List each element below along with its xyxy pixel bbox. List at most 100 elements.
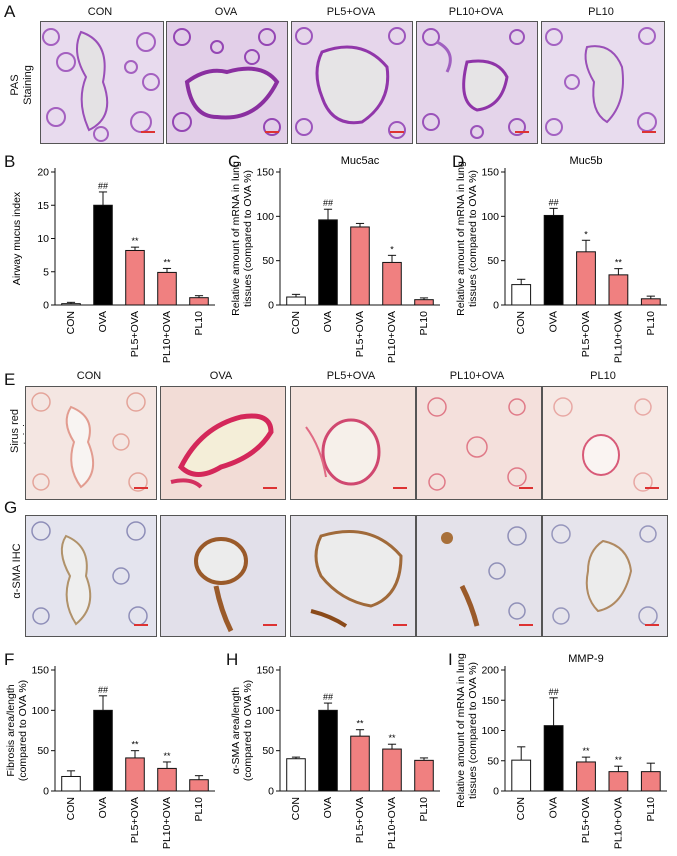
chart-b-bar: [61, 303, 81, 306]
chart-f-bar: [125, 757, 145, 792]
chart-c-sig-mark: ##: [323, 198, 333, 208]
chart-d-ylabel-0: Relative amount of mRNA in lung: [455, 161, 467, 316]
chart-d: Muc5b Relative amount of mRNA in lung tiss…: [455, 155, 667, 363]
chart-c-bar: [414, 299, 434, 306]
chart-c-bar: [318, 219, 338, 306]
sma-scalebar-ova: [263, 624, 277, 626]
chart-h-ytick-label: 0: [268, 786, 274, 798]
sma-micrograph-pl10ova: [416, 515, 542, 637]
chart-d-bar: [511, 284, 532, 306]
chart-c-bar: [350, 226, 370, 306]
chart-h-sig-mark: **: [356, 719, 364, 729]
chart-h-ytick-label: 150: [256, 665, 274, 677]
chart-f-bar: [61, 775, 81, 792]
chart-b-sig-mark: ##: [98, 181, 108, 191]
chart-c-title: Muc5ac: [341, 155, 380, 167]
chart-f-bar: [189, 779, 209, 792]
chart-f-category-label: OVA: [97, 797, 109, 818]
chart-d-ytick-label: 150: [481, 167, 499, 179]
sirius-scalebar-con: [134, 487, 148, 489]
chart-b-category-label: PL5+OVA: [129, 311, 141, 357]
sma-micrograph-pl10: [542, 515, 668, 637]
chart-c-category-label: PL10: [418, 311, 430, 336]
chart-i-sig-mark: **: [615, 755, 623, 765]
chart-d-title: Muc5b: [569, 155, 602, 167]
chart-h: α-SMA area/length (compared to OVA %) 0 50 1…: [230, 665, 440, 849]
chart-c-ytick-label: 0: [268, 300, 274, 312]
chart-c-category-label: PL5+OVA: [354, 311, 366, 357]
chart-c-ytick-label: 150: [256, 167, 274, 179]
chart-b-category-label: PL10: [193, 311, 205, 336]
chart-i-ytick-label: 0: [493, 786, 499, 798]
chart-c-bar: [286, 296, 306, 306]
chart-i-sig-mark: **: [582, 746, 590, 756]
chart-i-title: MMP-9: [568, 653, 603, 665]
chart-h-ytick-label: 50: [262, 745, 274, 757]
panel-letter-d: D: [452, 152, 465, 171]
chart-f-ytick-label: 100: [31, 705, 49, 717]
chart-d-bar: [608, 274, 629, 306]
sma-micrograph-ova: [160, 515, 286, 637]
chart-c-sig-mark: *: [390, 244, 394, 254]
chart-d-sig-mark: ##: [549, 197, 559, 207]
sirius-scalebar-pl10ova: [519, 487, 533, 489]
pas-scalebar-pl10ova: [515, 131, 529, 133]
chart-f-ylabel-1: (compared to OVA %): [17, 680, 29, 781]
chart-i-category-label: PL5+OVA: [580, 797, 592, 843]
chart-h-bar: [350, 735, 370, 792]
pas-micrograph-ova: [166, 21, 288, 144]
chart-d-sig-mark: *: [584, 229, 588, 239]
chart-f-bar: [93, 709, 113, 792]
chart-h-ylabel-0: α-SMA area/length: [230, 687, 242, 774]
chart-h-ylabel-1: (compared to OVA %): [242, 680, 254, 781]
chart-f-category-label: CON: [65, 797, 77, 820]
sirius-micrograph-pl10ova: [416, 386, 542, 500]
pas-label-pl10ova: PL10+OVA: [448, 6, 504, 18]
pas-scalebar-con: [141, 131, 155, 133]
chart-i-ylabel-1: tissues (compared to OVA %): [467, 662, 479, 799]
sma-scalebar-pl10ova: [519, 624, 533, 626]
chart-h-bar: [318, 709, 338, 792]
chart-f-sig-mark: ##: [98, 685, 108, 695]
chart-d-ytick-label: 100: [481, 211, 499, 223]
pas-label-con: CON: [87, 6, 113, 18]
panel-letter-b: B: [4, 152, 16, 171]
chart-h-sig-mark: **: [388, 733, 396, 743]
chart-b-bar: [189, 297, 209, 306]
sirius-scalebar-pl10: [645, 487, 659, 489]
sirius-label-pl10ova: PL10+OVA: [449, 370, 505, 382]
chart-b-ytick-label: 10: [37, 233, 49, 245]
chart-d-ylabel-1: tissues (compared to OVA %): [467, 170, 479, 307]
chart-c-ylabel-1: tissues (compared to OVA %): [242, 170, 254, 307]
chart-h-category-label: CON: [290, 797, 302, 820]
pas-micrograph-pl5ova: [291, 21, 413, 144]
chart-b-bar: [125, 249, 145, 306]
chart-f-sig-mark: **: [131, 740, 139, 750]
chart-b-category-label: OVA: [97, 311, 109, 332]
chart-i-ytick-label: 50: [487, 755, 499, 767]
chart-i-category-label: CON: [515, 797, 527, 820]
sirius-label-pl10: PL10: [590, 370, 616, 382]
chart-h-category-label: OVA: [322, 797, 334, 818]
chart-c-category-label: CON: [290, 311, 302, 334]
chart-f: Fibrosis area/length (compared to OVA %) 0…: [5, 665, 215, 849]
panel-letter-g: G: [4, 498, 18, 517]
pas-scalebar-ova: [265, 131, 279, 133]
pas-label-pl5ova: PL5+OVA: [326, 6, 376, 18]
sirius-micrograph-pl5ova: [290, 386, 416, 500]
sirius-scalebar-pl5ova: [393, 487, 407, 489]
chart-d-category-label: PL10+OVA: [612, 311, 624, 363]
chart-i-bar: [511, 759, 532, 792]
chart-h-category-label: PL10+OVA: [386, 797, 398, 849]
chart-h-bar: [286, 758, 306, 792]
sma-micrograph-con: [25, 515, 157, 637]
chart-i-ytick-label: 150: [481, 695, 499, 707]
chart-b-category-label: CON: [65, 311, 77, 334]
chart-d-category-label: PL5+OVA: [580, 311, 592, 357]
chart-f-ylabel-0: Fibrosis area/length: [5, 684, 17, 776]
chart-d-ytick-label: 50: [487, 255, 499, 267]
pas-label-pl10: PL10: [588, 6, 614, 18]
chart-i-sig-mark: ##: [549, 687, 559, 697]
chart-f-ytick-label: 50: [37, 745, 49, 757]
chart-i-ytick-label: 200: [481, 665, 499, 677]
